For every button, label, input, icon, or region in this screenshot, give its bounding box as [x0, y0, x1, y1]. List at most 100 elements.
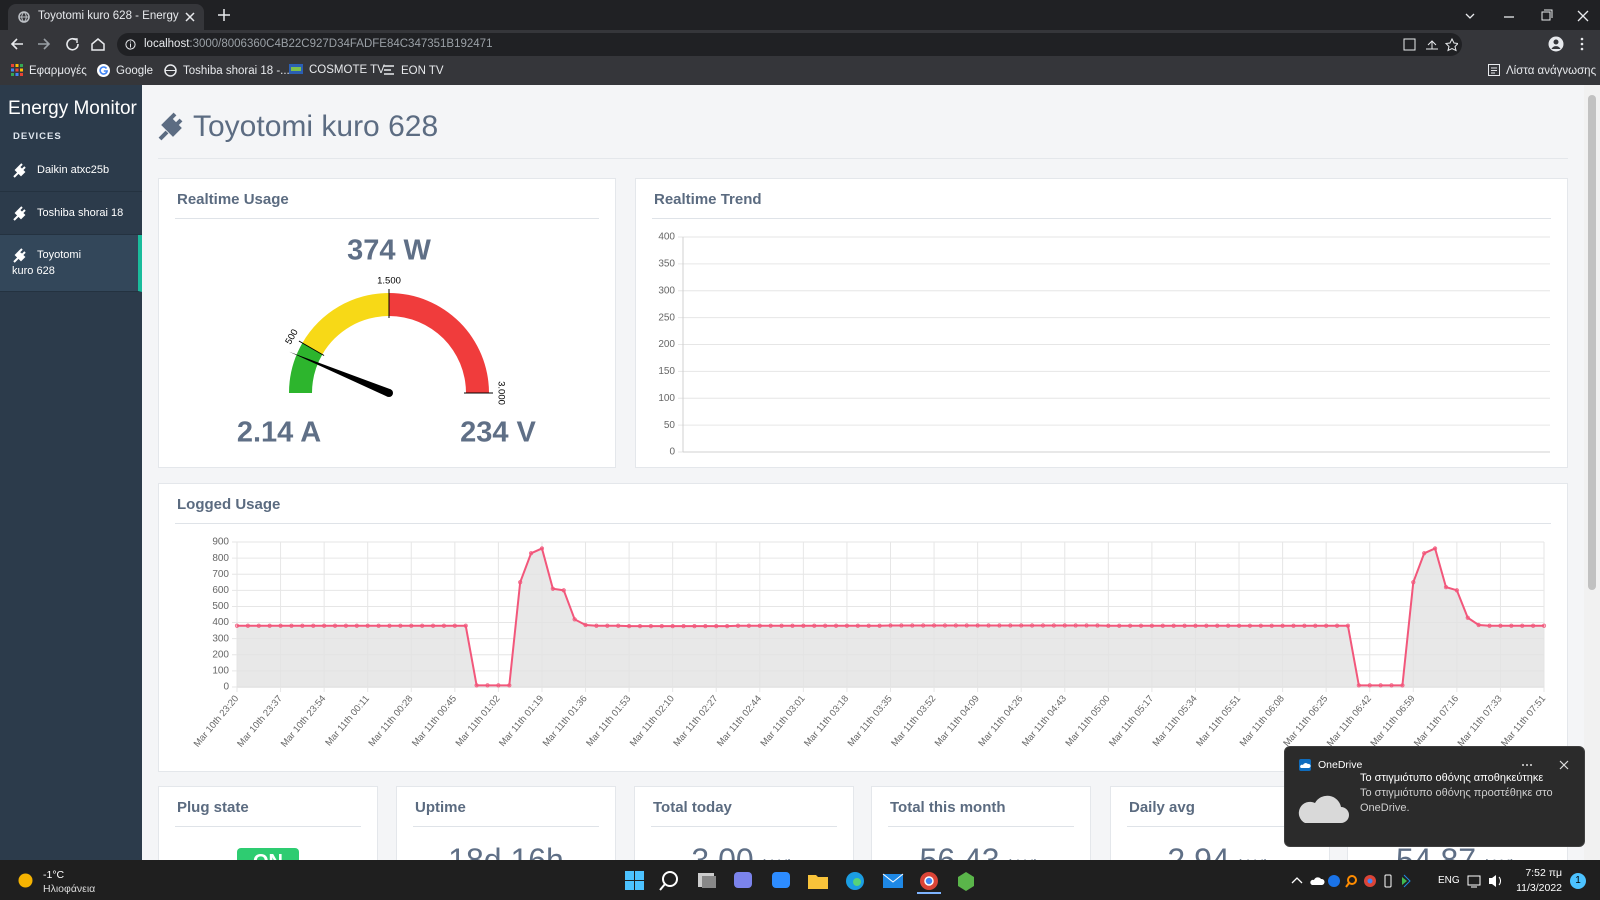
point: [986, 623, 991, 628]
point: [1117, 623, 1122, 628]
point: [1182, 623, 1187, 628]
point: [1095, 623, 1100, 628]
voltage-reading: 234 V: [460, 417, 536, 449]
point: [768, 623, 773, 628]
logged-usage-panel: Logged Usage 0 100 200 300 400 500 600 700 800 90…: [158, 483, 1568, 772]
point: [1476, 622, 1481, 628]
tab-close[interactable]: [185, 12, 195, 22]
point: [953, 623, 958, 628]
clock-time[interactable]: 7:52 πμ: [1525, 867, 1562, 879]
point: [452, 623, 457, 628]
panel-divider: [175, 218, 599, 219]
new-tab[interactable]: [218, 9, 230, 21]
point: [420, 623, 425, 628]
scrollbar-thumb[interactable]: [1588, 95, 1596, 590]
point: [1236, 623, 1242, 628]
reading-list[interactable]: Λίστα ανάγνωσης: [1488, 64, 1596, 77]
point: [703, 624, 708, 629]
point: [343, 623, 349, 628]
point: [833, 623, 839, 628]
stat-unit: kWh: [1008, 856, 1042, 860]
point: [398, 623, 403, 628]
app-title[interactable]: Energy Monitor: [8, 98, 137, 119]
x-tick-label: Mar 11th 04:26: [976, 693, 1025, 748]
toast-controls[interactable]: [1521, 759, 1575, 771]
system-tray[interactable]: [1290, 873, 1430, 889]
point: [1411, 580, 1416, 585]
bookmark[interactable]: EON TV: [383, 64, 444, 77]
x-tick-label: Mar 10th 23:37: [235, 693, 285, 749]
point: [637, 624, 643, 629]
google-icon: [97, 64, 110, 77]
temperature[interactable]: -1°C: [43, 869, 65, 881]
point: [507, 683, 512, 688]
point: [616, 623, 621, 628]
point: [1465, 615, 1470, 620]
point: [256, 623, 261, 628]
bookmark[interactable]: COSMOTE TV: [289, 64, 385, 76]
bookmark[interactable]: Google: [97, 64, 153, 77]
point: [1204, 623, 1209, 628]
device-item[interactable]: Toshiba shorai 18: [0, 192, 142, 235]
clock-date[interactable]: 11/3/2022: [1516, 882, 1562, 894]
scrollbar[interactable]: [1584, 85, 1600, 860]
x-tick-label: Mar 11th 03:01: [759, 693, 808, 748]
onedrive-cloud: [1298, 795, 1349, 823]
point: [1400, 683, 1405, 688]
plug-state-badge[interactable]: ON: [237, 848, 299, 860]
point: [485, 683, 490, 688]
toast-body: Το στιγμιότυπο οθόνης προστέθηκε στο One…: [1360, 787, 1553, 814]
taskbar-apps[interactable]: [620, 868, 980, 894]
point: [1160, 623, 1165, 628]
x-tick-label: Mar 11th 05:51: [1194, 693, 1243, 748]
profile-menu[interactable]: [1548, 36, 1592, 52]
device-name: Toyotomi kuro 628: [12, 249, 82, 277]
point: [931, 623, 937, 628]
x-tick-label: Mar 11th 00:45: [410, 693, 459, 748]
reading-list-label: Λίστα ανάγνωσης: [1506, 65, 1597, 77]
bookmark[interactable]: Toshiba shorai 18 -...: [164, 64, 290, 77]
y-tick-label: 800: [212, 553, 229, 564]
stat-value: 56.43: [919, 842, 1000, 860]
apps-icon: [11, 64, 23, 76]
bookmark-label: Εφαρμογές: [29, 65, 87, 77]
point: [888, 623, 893, 628]
tab[interactable]: Toyotomi kuro 628 - Energy Mon: [8, 4, 204, 30]
tab-title: Toyotomi kuro 628 - Energy Mon: [38, 10, 180, 22]
point: [1062, 623, 1067, 628]
omnibox[interactable]: localhost:3000/8006360C4B22C927D34FADFE8…: [117, 33, 1462, 56]
stat-title: Uptime: [415, 799, 466, 816]
device-item[interactable]: Daikin atxc25b: [0, 149, 142, 192]
point: [866, 623, 871, 628]
point: [376, 623, 381, 628]
bookmark[interactable]: Εφαρμογές: [11, 64, 87, 77]
weather-icon[interactable]: [18, 873, 33, 888]
eon-icon: [384, 65, 394, 75]
x-tick-label: Mar 11th 05:17: [1107, 693, 1156, 748]
x-tick-label: Mar 11th 06:59: [1368, 693, 1417, 748]
omnibox-actions[interactable]: [1402, 37, 1458, 53]
gauge-band: [302, 293, 389, 355]
weather[interactable]: Ηλιοφάνεια: [43, 883, 96, 895]
y-tick-label: 300: [658, 285, 675, 296]
y-tick-label: 900: [212, 537, 229, 548]
x-tick-label: Mar 11th 02:27: [671, 693, 720, 748]
point: [332, 623, 338, 628]
trend-chart: 0 50 100 150 200 250 300 350 400: [658, 232, 1550, 458]
point: [942, 623, 948, 628]
stat-title: Daily avg: [1129, 799, 1195, 816]
notification-badge[interactable]: 1: [1570, 873, 1586, 889]
point: [1138, 623, 1144, 628]
device-item-active[interactable]: Toyotomi kuro 628: [0, 235, 142, 292]
point: [964, 623, 969, 628]
nav-buttons[interactable]: [10, 36, 110, 52]
tray-status[interactable]: [1467, 873, 1507, 889]
window-controls[interactable]: [1460, 6, 1600, 26]
language[interactable]: ENG: [1438, 875, 1460, 886]
taskbar: -1°C Ηλιοφάνεια ENG 7:52 πμ 11/3/2022 1: [0, 860, 1600, 900]
point: [583, 622, 588, 628]
point: [1106, 623, 1111, 628]
site-info[interactable]: [125, 39, 136, 50]
notification-toast[interactable]: OneDrive Το στιγμιότυπο οθόνης αποθηκεύτ…: [1284, 746, 1585, 847]
